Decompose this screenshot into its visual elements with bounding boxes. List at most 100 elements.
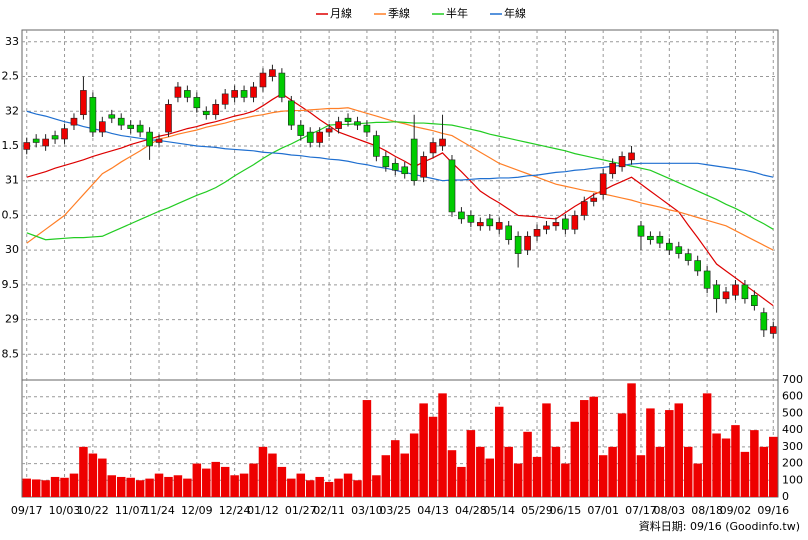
y-tick-label: 31 xyxy=(5,174,19,187)
y2-tick-label: 100 xyxy=(782,473,803,486)
candle-body xyxy=(751,294,758,306)
candle-body xyxy=(335,121,342,129)
volume-bar xyxy=(485,458,495,497)
candle-body xyxy=(524,235,531,251)
volume-bar xyxy=(428,416,438,497)
volume-bar xyxy=(646,408,655,497)
candle-body xyxy=(580,201,588,216)
volume-bar xyxy=(126,477,135,497)
volume-bar xyxy=(173,475,183,497)
volume-bar xyxy=(287,478,296,497)
volume-bar xyxy=(570,421,580,497)
legend-label: 月線 xyxy=(330,6,352,20)
x-tick-label: 06/15 xyxy=(550,504,582,517)
candle-body xyxy=(533,229,541,237)
volume-bar xyxy=(305,480,315,497)
volume-bar xyxy=(712,433,721,497)
candle-body xyxy=(467,215,475,223)
candle-body xyxy=(741,284,749,300)
volume-bar xyxy=(324,481,334,497)
candle-body xyxy=(136,124,144,133)
x-tick-label: 07/17 xyxy=(625,504,657,517)
volume-bar xyxy=(693,463,702,497)
volume-bar xyxy=(334,478,343,497)
candle-body xyxy=(344,117,352,122)
volume-bar xyxy=(135,480,145,497)
x-tick-label: 03/25 xyxy=(379,504,411,517)
candle-body xyxy=(401,166,409,175)
candle-body xyxy=(354,121,361,126)
candle-body xyxy=(363,124,371,133)
candle-body xyxy=(675,246,683,254)
candle-body xyxy=(769,326,777,334)
candle-body xyxy=(505,225,512,241)
y-tick-label: 1.5 xyxy=(2,139,20,152)
candle-body xyxy=(439,138,446,147)
legend-label: 半年 xyxy=(446,6,468,20)
volume-bar xyxy=(447,450,457,497)
candle-body xyxy=(628,152,635,161)
volume-bar xyxy=(494,406,504,497)
x-tick-label: 04/28 xyxy=(455,504,487,517)
volume-bar xyxy=(608,446,617,497)
volume-bar xyxy=(69,473,79,497)
candle-body xyxy=(316,131,323,143)
volume-bar xyxy=(60,477,69,497)
candle-body xyxy=(278,72,286,98)
volume-bar xyxy=(41,480,50,497)
x-tick-label: 01/12 xyxy=(247,504,279,517)
volume-bar xyxy=(438,393,447,497)
volume-bar xyxy=(116,476,126,497)
y2-tick-label: 500 xyxy=(782,406,803,419)
candle-body xyxy=(155,138,163,143)
y-tick-label: 33 xyxy=(5,35,19,48)
volume-bar xyxy=(551,446,561,497)
candle-body xyxy=(495,222,503,230)
candle-body xyxy=(240,90,248,98)
volume-bar xyxy=(731,425,740,497)
candle-body xyxy=(165,104,172,133)
y2-tick-label: 400 xyxy=(782,423,803,436)
y2-tick-label: 700 xyxy=(782,373,803,386)
candle-body xyxy=(666,242,673,251)
candle-body xyxy=(297,124,305,136)
candle-body xyxy=(61,128,68,140)
candle-body xyxy=(325,128,333,133)
x-tick-label: 02/11 xyxy=(313,504,345,517)
volume-bar xyxy=(409,433,419,497)
candle-body xyxy=(127,124,134,129)
candle-body xyxy=(184,90,191,98)
y-tick-label: 30 xyxy=(5,243,19,256)
x-tick-label: 04/13 xyxy=(417,504,449,517)
volume-bar xyxy=(258,446,268,497)
candle-body xyxy=(382,156,390,168)
candle-body xyxy=(221,93,229,105)
candle-body xyxy=(590,197,598,202)
legend-label: 年線 xyxy=(504,6,526,20)
volume-bar xyxy=(211,461,220,497)
candle-body xyxy=(656,235,664,244)
volume-bar xyxy=(674,403,684,497)
candle-body xyxy=(722,291,730,300)
volume-bar xyxy=(145,478,154,497)
candle-body xyxy=(373,135,380,157)
candle-body xyxy=(259,72,267,88)
volume-bar xyxy=(750,430,759,497)
candle-body xyxy=(42,138,49,147)
y2-tick-label: 200 xyxy=(782,457,803,470)
candle-body xyxy=(618,156,626,168)
candle-body xyxy=(391,163,399,171)
y2-tick-label: 300 xyxy=(782,440,803,453)
volume-bar xyxy=(702,393,712,497)
candle-body xyxy=(80,90,87,116)
x-tick-label: 12/24 xyxy=(219,504,251,517)
volume-bar xyxy=(769,436,778,497)
volume-bar xyxy=(22,478,31,497)
candle-body xyxy=(694,260,701,272)
volume-bar xyxy=(665,410,674,497)
volume-bar xyxy=(220,466,230,497)
y-tick-label: 32 xyxy=(5,104,19,117)
y-tick-label: 9.5 xyxy=(2,278,20,291)
volume-bar xyxy=(343,473,353,497)
